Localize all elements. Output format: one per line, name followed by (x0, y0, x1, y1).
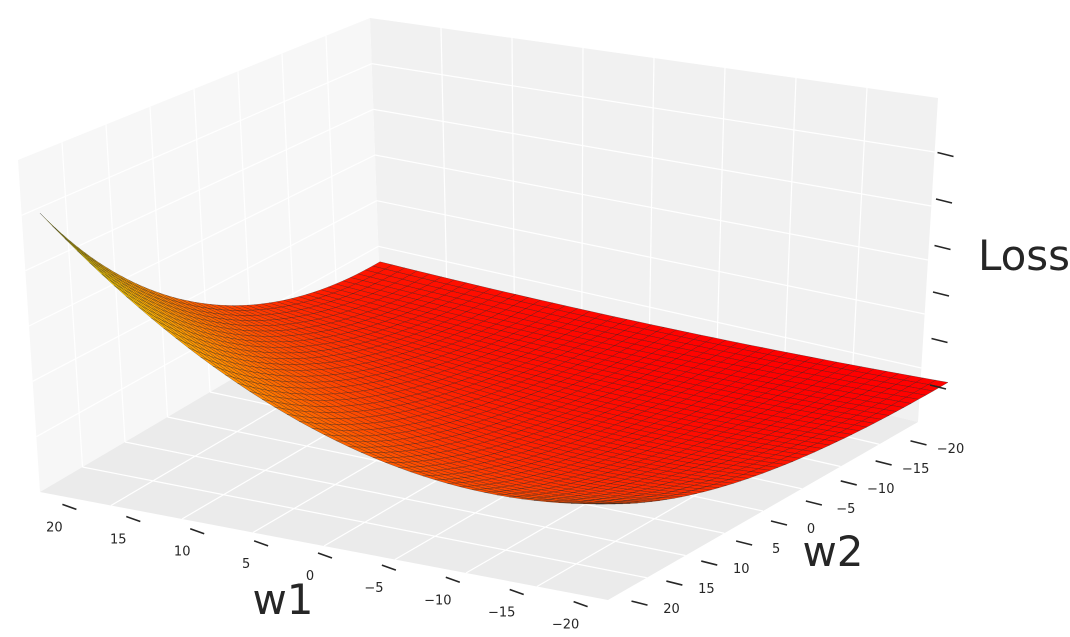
loss-tick-mark (929, 384, 947, 390)
w2-tick-label: −5 (836, 502, 855, 517)
back-pane-grid-line (378, 245, 922, 369)
w2-tick-mark (840, 480, 857, 486)
left-pane-grid-line (25, 108, 374, 272)
w2-axis-ticks: −20 −15 −10 −5 0 5 10 15 20 (631, 440, 964, 617)
w1-tick-label: 20 (46, 520, 63, 535)
w1-axis-title: w1 (252, 575, 313, 624)
w2-tick-mark (666, 580, 683, 586)
w1-tick-label: −15 (488, 605, 515, 620)
loss-tick-mark (937, 151, 954, 158)
loss-surface (39, 212, 949, 505)
w2-tick-mark (770, 520, 788, 526)
w1-tick-label: −20 (552, 618, 579, 633)
w1-tick-mark (317, 552, 333, 559)
w1-tick-label: 0 (306, 569, 314, 584)
loss-axis-title: Loss (978, 231, 1070, 280)
w1-tick-label: 15 (110, 533, 127, 548)
w1-tick-mark (509, 588, 524, 596)
back-pane-grid-line (374, 154, 929, 261)
loss-tick-mark (932, 291, 950, 297)
loss-axis-ticks (929, 151, 954, 390)
w2-tick-label: 15 (698, 582, 715, 597)
w1-tick-mark (573, 600, 588, 608)
loss-tick-mark (935, 198, 953, 204)
loss-tick-mark (934, 244, 951, 251)
w2-tick-label: −20 (937, 442, 964, 457)
left-pane-grid-line (21, 63, 372, 216)
w1-tick-label: 5 (242, 557, 250, 572)
w1-tick-mark (253, 540, 269, 547)
w2-tick-mark (910, 440, 927, 446)
w2-tick-label: −10 (867, 482, 894, 497)
w1-tick-label: 10 (174, 545, 191, 560)
w2-tick-mark (875, 460, 892, 466)
w1-tick-mark (189, 527, 205, 535)
w2-tick-label: 0 (807, 522, 815, 537)
w1-tick-mark (445, 576, 461, 584)
w2-tick-mark (701, 560, 718, 566)
w1-tick-mark (126, 515, 141, 523)
w2-axis-title: w2 (802, 527, 863, 576)
left-pane-grid-line (28, 154, 376, 327)
w1-tick-mark (62, 503, 77, 511)
w1-axis-ticks: 20 15 10 5 0 −5 −10 −15 −20 (46, 503, 588, 633)
floor-pane-grid-line (124, 441, 686, 557)
w2-tick-label: −15 (902, 462, 929, 477)
w2-tick-label: 10 (733, 562, 750, 577)
w2-tick-mark (631, 600, 648, 606)
w2-tick-label: 5 (772, 542, 780, 557)
w1-tick-mark (381, 564, 397, 571)
back-pane-grid-line (376, 200, 925, 315)
back-pane-grid-line (373, 108, 932, 207)
w2-tick-mark (805, 500, 823, 506)
w2-tick-label: 20 (663, 602, 680, 617)
back-pane-grid-line (371, 63, 935, 153)
loss-tick-mark (931, 337, 948, 344)
w1-tick-label: −5 (364, 581, 383, 596)
w2-tick-mark (735, 540, 753, 546)
w1-tick-label: −10 (424, 593, 451, 608)
left-pane (18, 18, 380, 492)
left-pane-grid-line (32, 200, 377, 382)
floor-pane-grid-line (82, 466, 647, 579)
